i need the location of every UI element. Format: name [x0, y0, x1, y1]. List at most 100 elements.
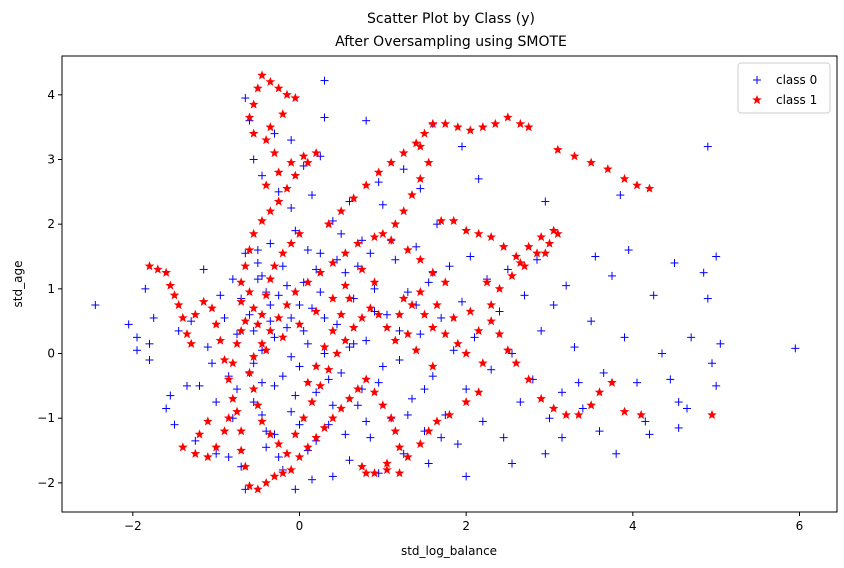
data-point	[353, 238, 363, 248]
data-point	[474, 174, 483, 183]
data-point	[248, 228, 259, 238]
data-point	[478, 417, 487, 426]
data-point	[91, 301, 100, 310]
data-point	[295, 420, 304, 429]
data-point	[240, 261, 251, 271]
data-point	[236, 277, 246, 287]
data-point	[190, 309, 201, 319]
data-point	[258, 378, 266, 387]
data-point	[219, 426, 230, 436]
data-point	[407, 299, 417, 310]
data-point	[423, 426, 434, 436]
data-point	[603, 164, 613, 174]
data-point	[495, 307, 504, 316]
data-point	[298, 413, 309, 423]
data-point	[269, 261, 280, 271]
data-point	[133, 333, 141, 342]
data-point	[494, 329, 505, 339]
data-point	[249, 398, 258, 407]
data-point	[428, 267, 438, 277]
data-point	[403, 245, 413, 255]
data-point	[374, 378, 383, 387]
data-point	[473, 387, 484, 397]
data-point	[466, 252, 475, 261]
data-point	[399, 449, 408, 458]
data-point	[324, 375, 333, 384]
data-point	[248, 128, 259, 138]
data-point	[382, 464, 392, 475]
data-point	[299, 161, 308, 170]
data-point	[273, 312, 284, 323]
data-point	[541, 449, 550, 458]
data-point	[353, 401, 362, 410]
data-point	[511, 358, 521, 368]
data-point	[574, 378, 583, 387]
data-point	[203, 416, 213, 426]
data-point	[340, 335, 351, 345]
x-tick-label: 6	[796, 519, 804, 533]
data-point	[644, 183, 655, 193]
data-point	[270, 333, 279, 342]
data-point	[453, 338, 463, 348]
data-point	[244, 287, 255, 297]
data-point	[262, 443, 271, 452]
data-point	[645, 430, 654, 439]
data-point	[386, 157, 396, 167]
data-point	[307, 397, 317, 407]
data-point	[403, 410, 412, 419]
data-point	[595, 427, 604, 436]
data-point	[248, 303, 259, 313]
data-point	[287, 313, 296, 322]
data-point	[265, 429, 276, 439]
y-tick-label: 0	[47, 347, 55, 361]
data-point	[311, 432, 321, 442]
data-point	[641, 417, 650, 426]
data-point	[473, 325, 484, 335]
data-point	[499, 433, 508, 442]
data-point	[403, 329, 413, 339]
data-point	[287, 136, 296, 145]
data-point	[428, 372, 437, 381]
data-point	[223, 374, 234, 384]
data-point	[674, 398, 683, 407]
data-point	[257, 309, 267, 319]
data-point	[303, 246, 312, 255]
data-point	[215, 335, 226, 345]
plot-points	[91, 70, 800, 494]
data-point	[174, 326, 183, 335]
data-point	[295, 301, 304, 310]
data-point	[241, 94, 250, 103]
data-point	[274, 291, 283, 300]
data-point	[273, 439, 284, 449]
data-point	[257, 416, 267, 426]
data-point	[345, 343, 354, 352]
data-point	[378, 400, 388, 410]
data-point	[283, 281, 291, 290]
data-point	[398, 147, 409, 158]
data-point	[328, 401, 337, 410]
data-point	[394, 468, 405, 478]
data-point	[486, 299, 496, 310]
data-point	[503, 345, 513, 355]
data-point	[511, 251, 521, 261]
legend-box	[737, 62, 831, 114]
data-point	[253, 83, 263, 93]
data-point	[791, 344, 800, 353]
data-point	[328, 413, 338, 423]
data-point	[419, 309, 430, 319]
data-point	[257, 338, 267, 348]
data-point	[411, 345, 421, 355]
data-point	[540, 248, 551, 258]
data-point	[249, 359, 258, 368]
data-point	[636, 409, 646, 420]
data-point	[294, 228, 305, 238]
data-point	[536, 393, 546, 403]
data-point	[366, 249, 375, 258]
data-point	[428, 322, 438, 332]
data-point	[303, 277, 313, 287]
data-point	[558, 388, 566, 397]
data-point	[199, 265, 208, 274]
data-point	[299, 326, 308, 335]
data-point	[341, 430, 350, 439]
data-point	[391, 255, 400, 264]
